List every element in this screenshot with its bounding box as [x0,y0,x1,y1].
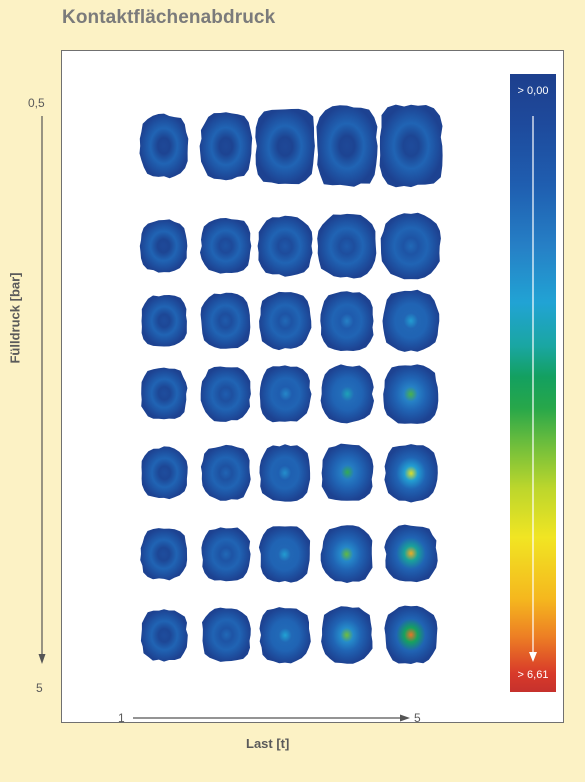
footprint-r2-c4 [317,213,377,279]
footprint-r3-c1 [141,295,187,347]
footprint-r2-c2 [200,218,252,274]
footprint-r4-c3 [259,365,312,423]
footprint-r3-c2 [200,292,251,349]
y-axis-start-tick: 0,5 [28,96,45,110]
footprint-r7-c2 [202,607,251,662]
footprint-r7-c3 [259,607,311,664]
x-axis-label: Last [t] [246,736,290,751]
plot-frame: > 0,00 > 6,61 [61,50,564,723]
color-scale-min-label: > 0,00 [517,85,549,97]
footprint-r3-c3 [259,291,312,351]
color-scale-arrow [529,116,537,662]
footprint-r7-c5 [384,605,438,664]
footprint-r4-c1 [141,367,188,420]
footprint-r3-c4 [320,291,374,351]
footprint-r1-c4 [316,105,378,187]
footprint-r4-c2 [200,366,251,422]
footprint-r6-c4 [320,525,373,583]
footprint-r5-c1 [141,446,188,500]
footprint-r7-c1 [140,609,188,662]
footprint-r5-c4 [321,443,374,501]
footprint-r6-c5 [384,524,438,583]
color-scale-bar: > 0,00 > 6,61 [510,74,556,692]
footprint-r4-c4 [320,364,374,424]
x-axis-end-tick: 5 [414,711,421,725]
x-axis-start-tick: 1 [118,711,125,725]
footprint-r4-c5 [383,364,439,424]
footprint-r5-c3 [259,444,311,502]
footprint-r1-c3 [255,108,315,185]
footprint-r6-c1 [140,528,188,581]
footprint-r7-c4 [321,606,373,664]
footprint-r5-c2 [200,444,251,501]
footprint-r5-c5 [384,444,438,503]
y-axis-end-tick: 5 [36,681,43,695]
footprint-r6-c2 [201,527,251,582]
footprint-r3-c5 [382,289,440,352]
footprint-r6-c3 [258,526,311,583]
footprint-r2-c1 [139,219,188,273]
footprint-r2-c5 [380,212,441,280]
footprint-r2-c3 [257,215,313,277]
color-scale-max-label: > 6,61 [517,669,549,681]
footprint-r1-c2 [199,112,253,181]
page-title: Kontaktflächenabdruck [62,7,276,28]
footprint-r1-c5 [379,104,443,188]
footprint-r1-c1 [139,113,189,179]
footprint-grid [139,104,443,664]
